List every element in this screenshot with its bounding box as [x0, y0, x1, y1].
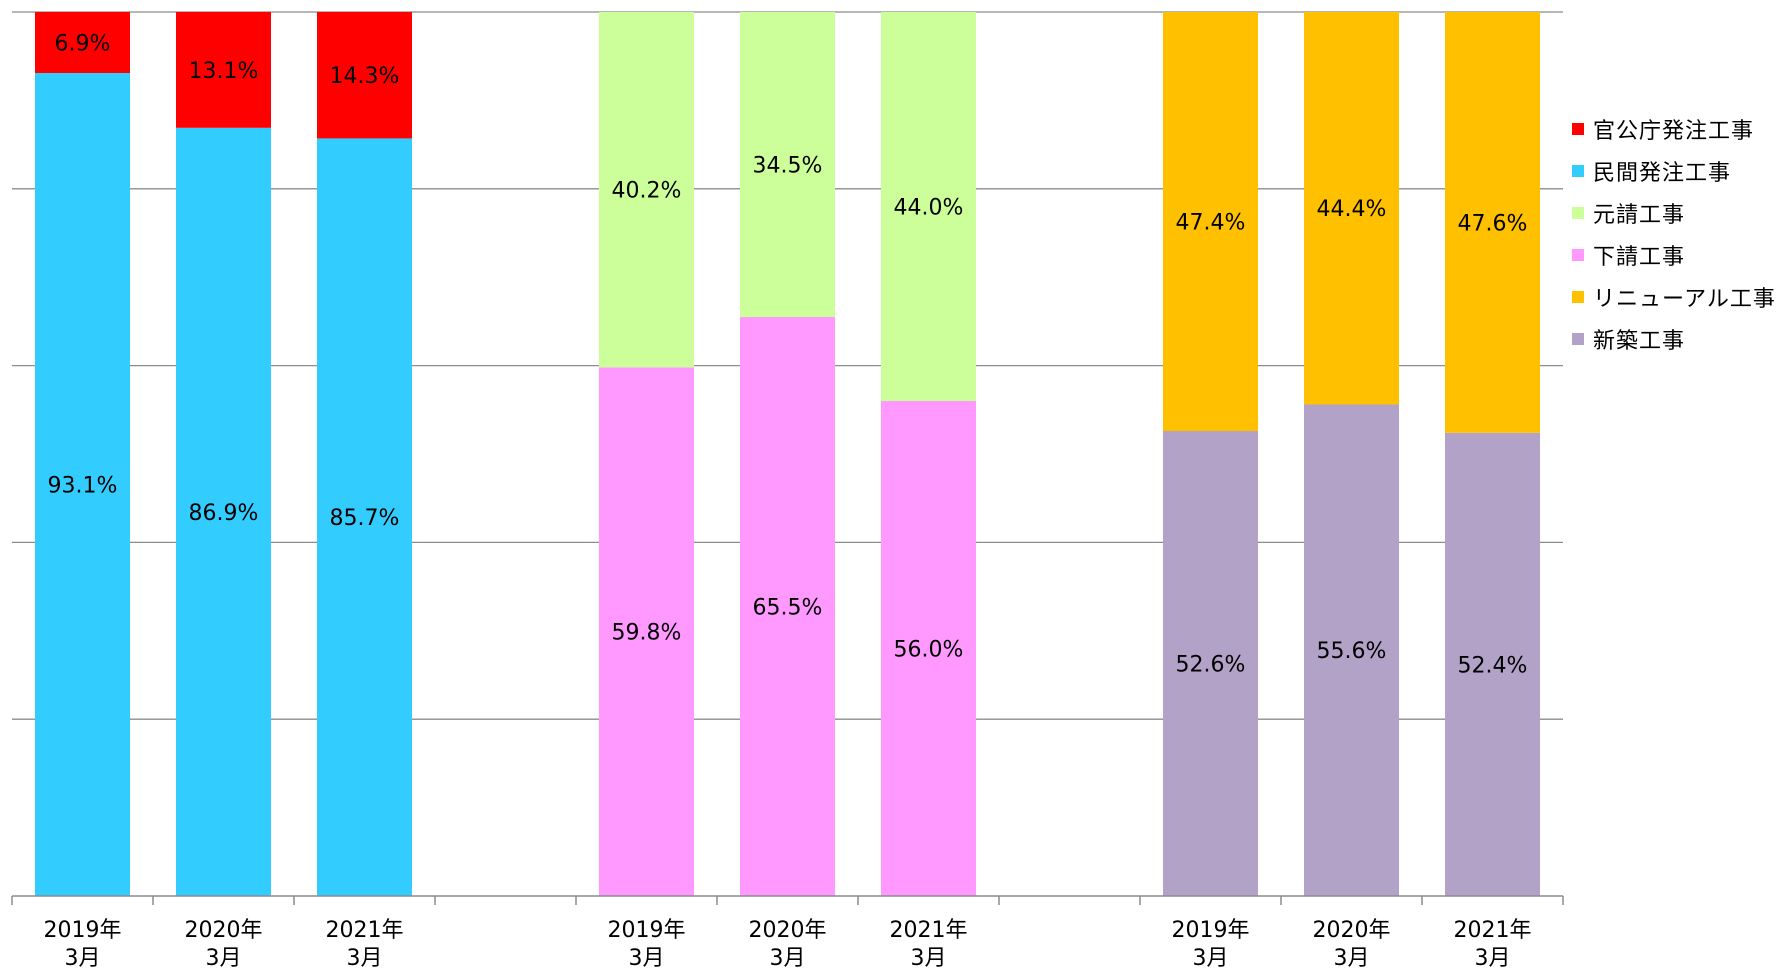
legend-swatch	[1572, 165, 1584, 177]
bar-segment	[881, 12, 976, 401]
x-tick-label: 2021年 3月	[1454, 918, 1532, 971]
data-labels: 52.6% 55.6% 52.4% 47.4% 44.4% 47.6% 59.8% 65.5%…	[48, 31, 1528, 678]
data-label: 47.6%	[1458, 211, 1528, 236]
data-label: 40.2%	[612, 179, 682, 204]
legend-item: リニューアル工事	[1572, 276, 1776, 318]
bar-segment	[1304, 404, 1399, 896]
legend-swatch	[1572, 207, 1584, 219]
data-label: 85.7%	[330, 506, 400, 531]
data-label: 44.0%	[894, 195, 964, 220]
x-tick-label: 2020年 3月	[1313, 918, 1391, 971]
bars	[35, 12, 1540, 897]
data-label: 14.3%	[330, 64, 400, 89]
legend-item: 元請工事	[1572, 192, 1776, 234]
data-label: 34.5%	[753, 153, 823, 178]
x-tick-label: 2020年 3月	[185, 918, 263, 971]
data-label: 47.4%	[1176, 211, 1246, 236]
data-label: 86.9%	[189, 501, 259, 526]
legend-label: 元請工事	[1593, 203, 1686, 228]
data-label: 55.6%	[1317, 639, 1387, 664]
legend: 官公庁発注工事 民間発注工事 元請工事下請工事リニューアル工事 新築工事	[1572, 108, 1776, 360]
bar-segment	[740, 316, 835, 897]
data-label: 59.8%	[612, 621, 682, 646]
legend-item: 官公庁発注工事	[1572, 108, 1776, 150]
data-label: 52.6%	[1176, 653, 1246, 678]
x-axis: 2019年 3月 2020年 3月 2021年 3月 2019年 3月 2020年 3月 2021年…	[11, 895, 1564, 971]
bar-segment	[1163, 12, 1258, 432]
bar-segment	[317, 12, 412, 139]
legend-item: 新築工事	[1572, 318, 1776, 360]
bar-segment	[35, 72, 130, 897]
bar-segment	[1445, 432, 1540, 896]
legend-swatch	[1572, 123, 1584, 135]
legend-label: 民間発注工事	[1593, 161, 1732, 186]
data-label: 52.4%	[1458, 653, 1528, 678]
legend-item: 民間発注工事	[1572, 150, 1776, 192]
legend-label: 下請工事	[1593, 245, 1686, 270]
data-label: 56.0%	[894, 637, 964, 662]
bar-segment	[740, 12, 835, 317]
legend-swatch	[1572, 249, 1584, 261]
legend-item: 下請工事	[1572, 234, 1776, 276]
legend-swatch	[1572, 291, 1584, 303]
bar-segment	[35, 12, 130, 73]
data-label: 44.4%	[1317, 197, 1387, 222]
data-label: 93.1%	[48, 473, 118, 498]
x-tick-label: 2021年 3月	[326, 918, 404, 971]
bar-segment	[176, 12, 271, 128]
bar-segment	[599, 12, 694, 368]
bar-segment	[881, 400, 976, 896]
data-label: 65.5%	[753, 595, 823, 620]
data-label: 13.1%	[189, 59, 259, 84]
x-tick-label: 2019年 3月	[1172, 918, 1250, 971]
legend-label: リニューアル工事	[1593, 287, 1776, 312]
bar-segment	[1304, 12, 1399, 405]
bar-segment	[1445, 12, 1540, 433]
legend-label: 新築工事	[1593, 329, 1686, 354]
legend-swatch	[1572, 333, 1584, 345]
bar-segment	[1163, 431, 1258, 896]
x-tick-label: 2021年 3月	[890, 918, 968, 971]
bar-segment	[599, 367, 694, 896]
data-label: 6.9%	[55, 31, 111, 56]
x-tick-label: 2020年 3月	[749, 918, 827, 971]
bar-segment	[176, 127, 271, 896]
legend-label: 官公庁発注工事	[1593, 119, 1755, 144]
x-tick-label: 2019年 3月	[608, 918, 686, 971]
bar-segment	[317, 138, 412, 897]
x-tick-label: 2019年 3月	[44, 918, 122, 971]
